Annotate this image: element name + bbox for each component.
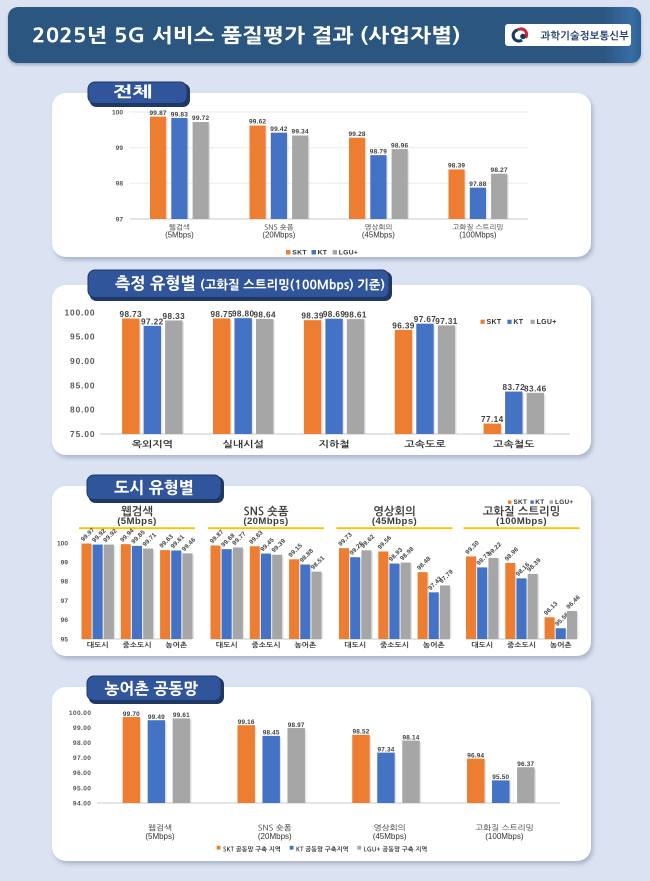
svg-text:98.39: 98.39 — [448, 163, 465, 170]
svg-text:(20Mbps): (20Mbps) — [262, 231, 295, 240]
svg-text:80.00: 80.00 — [70, 405, 95, 415]
svg-text:95.00: 95.00 — [70, 332, 95, 342]
svg-text:100: 100 — [112, 109, 123, 116]
svg-text:99.72: 99.72 — [192, 115, 209, 122]
svg-text:(45Mbps): (45Mbps) — [372, 516, 417, 527]
svg-text:98.64: 98.64 — [253, 310, 276, 319]
svg-text:95.50: 95.50 — [492, 774, 509, 781]
svg-text:(100Mbps): (100Mbps) — [496, 516, 547, 527]
svg-text:(5Mbps): (5Mbps) — [165, 231, 194, 240]
svg-text:99.00: 99.00 — [73, 725, 92, 732]
svg-text:100.00: 100.00 — [69, 710, 92, 717]
svg-text:100.00: 100.00 — [64, 307, 95, 317]
svg-text:97.00: 97.00 — [73, 755, 92, 762]
svg-text:99: 99 — [61, 560, 69, 567]
svg-text:99.62: 99.62 — [249, 119, 266, 126]
svg-text:98.00: 98.00 — [73, 740, 92, 747]
svg-text:94.00: 94.00 — [73, 800, 92, 807]
svg-text:KT: KT — [513, 319, 523, 326]
svg-text:97.34: 97.34 — [378, 746, 395, 753]
svg-text:99.42: 99.42 — [270, 126, 287, 133]
svg-text:98.97: 98.97 — [288, 722, 305, 729]
svg-text:75.00: 75.00 — [70, 429, 95, 439]
svg-text:LGU+: LGU+ — [339, 249, 359, 256]
svg-text:LGU+: LGU+ — [537, 319, 557, 326]
svg-text:97.67: 97.67 — [414, 315, 437, 324]
svg-text:97.22: 97.22 — [141, 317, 164, 326]
svg-text:96.94: 96.94 — [467, 753, 484, 760]
svg-text:98.96: 98.96 — [391, 142, 408, 149]
svg-text:97: 97 — [61, 598, 69, 605]
svg-text:(45Mbps): (45Mbps) — [373, 832, 407, 841]
svg-text:99.49: 99.49 — [148, 714, 165, 721]
svg-text:77.14: 77.14 — [481, 415, 504, 424]
svg-text:95: 95 — [61, 636, 69, 643]
svg-text:83.72: 83.72 — [503, 383, 526, 392]
svg-text:96: 96 — [61, 617, 69, 624]
svg-text:97.31: 97.31 — [435, 317, 458, 326]
svg-text:98.79: 98.79 — [370, 148, 387, 155]
svg-text:95.00: 95.00 — [73, 785, 92, 792]
svg-text:83.46: 83.46 — [524, 384, 547, 393]
svg-text:96.00: 96.00 — [73, 770, 92, 777]
svg-text:99: 99 — [116, 145, 124, 152]
svg-text:98.39: 98.39 — [301, 312, 324, 321]
svg-text:98.80: 98.80 — [232, 310, 255, 319]
svg-text:(100Mbps): (100Mbps) — [485, 832, 524, 841]
svg-text:99.16: 99.16 — [238, 719, 255, 726]
svg-text:99.28: 99.28 — [348, 131, 365, 138]
svg-text:KT: KT — [535, 499, 544, 506]
svg-text:97.88: 97.88 — [469, 181, 486, 188]
svg-text:100: 100 — [57, 540, 68, 547]
svg-text:98.27: 98.27 — [491, 167, 508, 174]
svg-text:90.00: 90.00 — [70, 356, 95, 366]
svg-text:(20Mbps): (20Mbps) — [243, 516, 288, 527]
svg-text:98.73: 98.73 — [120, 310, 143, 319]
svg-text:(5Mbps): (5Mbps) — [117, 516, 157, 527]
svg-text:SKT: SKT — [514, 499, 528, 506]
svg-text:96.39: 96.39 — [392, 321, 415, 330]
svg-text:98.75: 98.75 — [210, 310, 233, 319]
svg-text:98.14: 98.14 — [403, 734, 420, 741]
svg-text:99.70: 99.70 — [123, 711, 140, 718]
svg-text:98.61: 98.61 — [344, 311, 367, 320]
svg-text:LGU+: LGU+ — [555, 499, 573, 506]
svg-text:85.00: 85.00 — [70, 380, 95, 390]
svg-text:98.69: 98.69 — [323, 310, 346, 319]
svg-text:98.52: 98.52 — [353, 729, 370, 736]
svg-text:(45Mbps): (45Mbps) — [362, 231, 395, 240]
svg-text:98.33: 98.33 — [163, 312, 186, 321]
svg-text:98.45: 98.45 — [263, 730, 280, 737]
svg-text:98: 98 — [61, 579, 69, 586]
svg-text:99.87: 99.87 — [149, 110, 166, 117]
svg-text:99.34: 99.34 — [292, 129, 309, 136]
svg-text:99.83: 99.83 — [171, 111, 188, 118]
svg-text:96.37: 96.37 — [517, 761, 534, 768]
svg-text:(20Mbps): (20Mbps) — [258, 832, 292, 841]
svg-text:SKT: SKT — [292, 249, 307, 256]
svg-text:98: 98 — [116, 181, 124, 188]
svg-text:99.61: 99.61 — [173, 712, 190, 719]
svg-text:(100Mbps): (100Mbps) — [459, 231, 497, 240]
svg-text:(5Mbps): (5Mbps) — [145, 832, 175, 841]
svg-text:SKT: SKT — [487, 319, 502, 326]
svg-text:97: 97 — [116, 216, 124, 223]
svg-text:KT: KT — [318, 249, 328, 256]
